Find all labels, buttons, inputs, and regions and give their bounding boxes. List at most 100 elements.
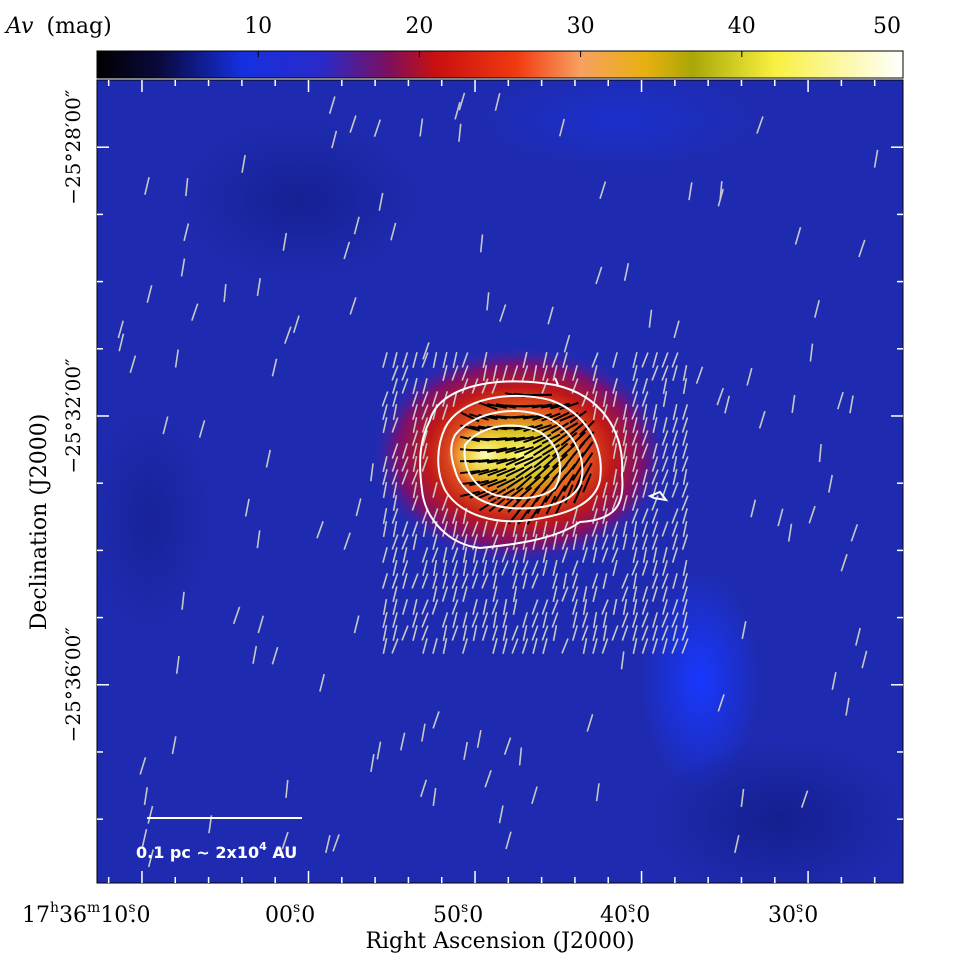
polarization-vector <box>717 694 725 712</box>
polarization-vector <box>673 320 680 339</box>
polarization-vector <box>162 416 169 435</box>
polarization-vector <box>740 788 745 807</box>
polarization-vector <box>592 378 598 394</box>
polarization-vector <box>652 443 658 459</box>
y-axis-title: Declination (J2000) <box>27 414 52 631</box>
polarization-vector <box>631 430 639 446</box>
polarization-vector-core <box>523 444 543 456</box>
polarization-vector <box>541 599 549 615</box>
polarization-vector <box>492 586 498 602</box>
polarization-vector <box>741 621 747 639</box>
polarization-vector <box>682 599 688 615</box>
polarization-vector <box>511 365 519 381</box>
polarization-vector <box>482 599 488 615</box>
polarization-vector <box>591 352 599 368</box>
polarization-vector <box>631 508 639 524</box>
polarization-vector-core <box>553 484 567 504</box>
polarization-vector-core <box>542 453 560 469</box>
polarization-vector <box>651 469 659 485</box>
polarization-vector <box>632 586 638 602</box>
polarization-vector <box>858 239 866 258</box>
polarization-vector <box>481 625 489 641</box>
polarization-vector <box>402 547 408 563</box>
polarization-vector <box>129 355 137 374</box>
polarization-vector <box>282 232 288 251</box>
polarization-vector <box>632 598 638 616</box>
polarization-vector <box>641 625 649 641</box>
polarization-vector <box>592 611 598 629</box>
polarization-vector-core <box>496 457 516 465</box>
polarization-vector <box>422 638 428 654</box>
polarization-vector <box>491 625 499 641</box>
polarization-vector-core <box>469 479 489 487</box>
polarization-vector-core <box>486 447 508 453</box>
polarization-vector <box>391 469 399 485</box>
polarization-vector <box>631 560 639 576</box>
polarization-vector <box>831 672 837 690</box>
polarization-vector <box>632 547 638 563</box>
polarization-vector <box>411 495 419 511</box>
polarization-vector <box>572 508 578 524</box>
polarization-vector <box>451 573 459 589</box>
polarization-vector <box>382 456 388 472</box>
polarization-vector-core <box>505 456 525 466</box>
polarization-vector <box>522 547 528 563</box>
polarization-vector <box>651 586 659 602</box>
colorbar-tick-label: 50 <box>873 14 901 39</box>
polarization-vector <box>501 560 509 576</box>
polarization-vector <box>531 625 539 641</box>
polarization-vector <box>442 560 448 576</box>
polarization-vector <box>175 655 180 674</box>
polarization-vector <box>502 612 508 628</box>
polarization-vector <box>502 625 508 641</box>
polarization-vector-core <box>526 507 540 525</box>
polarization-vector <box>461 378 469 394</box>
polarization-vector <box>531 786 538 805</box>
polarization-vector <box>688 182 693 201</box>
polarization-vector <box>671 521 679 537</box>
polarization-vector <box>572 599 578 615</box>
polarization-vector <box>601 599 609 615</box>
polarization-vector <box>421 599 429 615</box>
polarization-vector <box>809 343 814 362</box>
polarization-vector-core <box>550 421 570 435</box>
polarization-vector <box>412 455 418 473</box>
polarization-vector <box>620 651 625 670</box>
polarization-vector <box>382 417 388 433</box>
polarization-vector <box>681 417 689 433</box>
polarization-vector <box>592 625 598 641</box>
x-tick-labels: 17h36m10s.0 00s.0 50s.0 40s.0 30s.0 <box>22 900 818 928</box>
y-tick-label-36: −25°36′00″ <box>61 627 85 742</box>
polarization-vector <box>491 599 499 615</box>
polarization-vector-core <box>551 442 569 458</box>
polarization-vector <box>591 573 599 589</box>
polarization-vector <box>325 835 331 853</box>
polarization-vector <box>582 534 588 550</box>
polarization-vector <box>512 547 518 563</box>
polarization-vector <box>681 625 689 641</box>
polarization-vector <box>682 468 688 486</box>
polarization-vector <box>492 365 498 381</box>
polarization-vector <box>392 560 398 576</box>
polarization-vector <box>682 560 688 576</box>
polarization-vector-core <box>506 476 524 490</box>
polarization-vector <box>432 559 438 577</box>
polarization-vector <box>622 430 628 446</box>
polarization-vector <box>452 352 458 368</box>
polarization-vector-core <box>531 403 553 409</box>
polarization-vector <box>271 358 278 377</box>
polarization-vector <box>551 599 559 615</box>
polarization-vector <box>661 612 669 628</box>
polarization-vector <box>382 638 388 654</box>
polarization-vector-core <box>497 497 515 513</box>
polarization-vector <box>256 277 262 297</box>
polarization-vector <box>353 615 360 634</box>
polarization-vector <box>512 573 518 589</box>
polarization-vector <box>599 181 607 199</box>
polarization-vector <box>471 560 479 576</box>
polarization-vector <box>422 342 430 360</box>
polarization-vector <box>462 534 468 550</box>
polarization-vector <box>471 612 479 628</box>
polarization-vector <box>482 364 488 382</box>
polarization-vector <box>442 521 448 537</box>
